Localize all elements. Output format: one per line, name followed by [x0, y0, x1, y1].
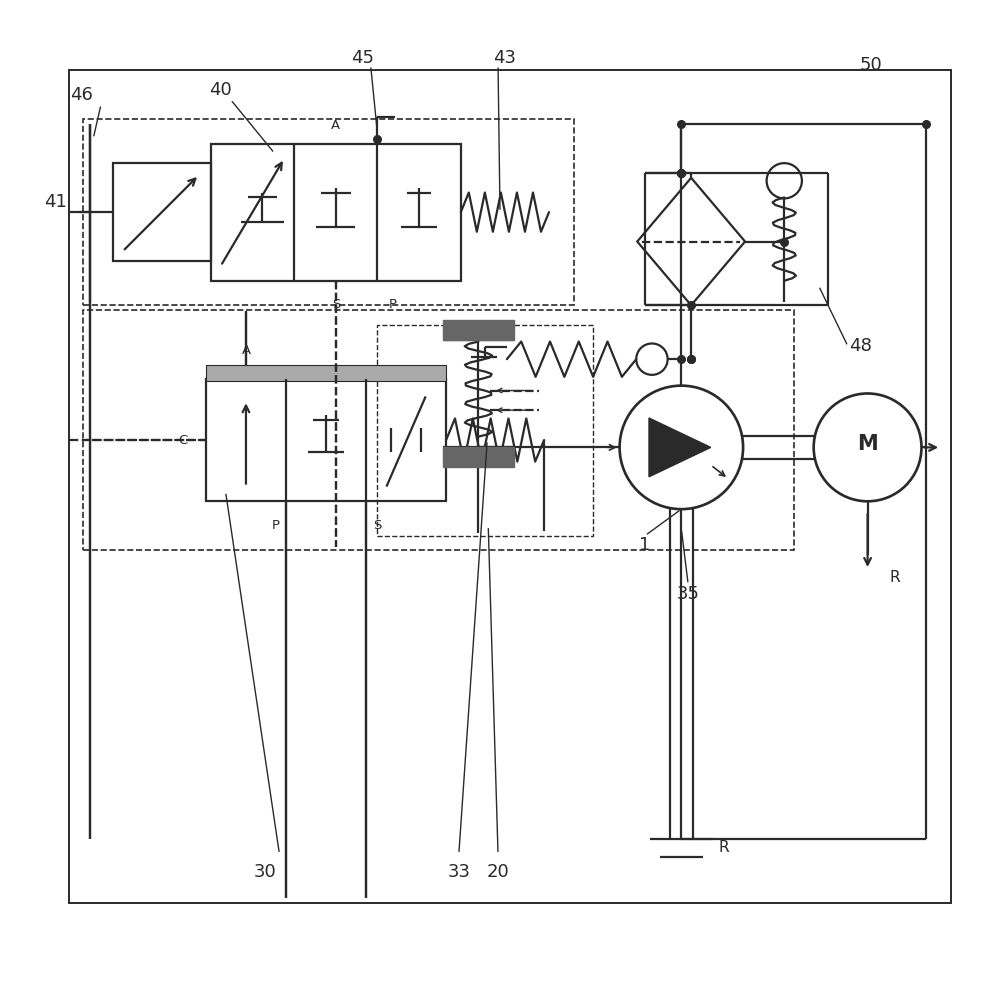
Text: M: M: [857, 434, 878, 454]
Polygon shape: [443, 319, 514, 339]
Text: R: R: [889, 570, 900, 585]
Bar: [206, 365, 446, 380]
Text: R: R: [719, 839, 729, 855]
Text: 30: 30: [253, 863, 276, 881]
Polygon shape: [649, 418, 711, 477]
Text: 33: 33: [447, 863, 470, 881]
Text: 35: 35: [677, 586, 700, 604]
Bar: [113, 163, 211, 261]
Polygon shape: [443, 447, 514, 467]
Bar: [83, 119, 574, 306]
Text: 46: 46: [70, 86, 93, 103]
Bar: [211, 144, 461, 281]
Text: S: S: [332, 299, 340, 312]
Text: 43: 43: [493, 49, 516, 67]
Bar: [206, 378, 446, 501]
Text: 50: 50: [859, 56, 882, 74]
Text: P: P: [272, 519, 280, 532]
Text: 48: 48: [849, 337, 872, 356]
Bar: [69, 70, 951, 903]
Text: A: A: [331, 119, 340, 132]
Text: 41: 41: [45, 194, 67, 211]
Text: C: C: [178, 434, 187, 446]
Text: A: A: [241, 344, 251, 357]
Text: 1: 1: [639, 537, 651, 554]
Bar: [83, 311, 794, 550]
Text: 40: 40: [209, 81, 232, 98]
Bar: [377, 324, 593, 536]
Text: 20: 20: [487, 863, 509, 881]
Text: P: P: [389, 299, 397, 312]
Text: S: S: [374, 519, 382, 532]
Text: 45: 45: [351, 49, 374, 67]
